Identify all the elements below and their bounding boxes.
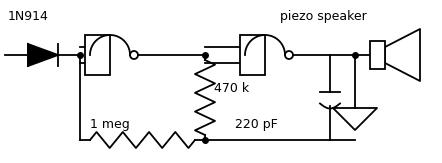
Text: 1 meg: 1 meg — [90, 118, 130, 131]
Text: 470 k: 470 k — [214, 82, 249, 95]
Bar — [85, 35, 110, 75]
Polygon shape — [28, 44, 58, 66]
Bar — [370, 41, 385, 69]
Text: piezo speaker: piezo speaker — [280, 10, 367, 23]
Text: 1N914: 1N914 — [8, 10, 49, 23]
Bar — [240, 35, 265, 75]
Text: 220 pF: 220 pF — [235, 118, 278, 131]
